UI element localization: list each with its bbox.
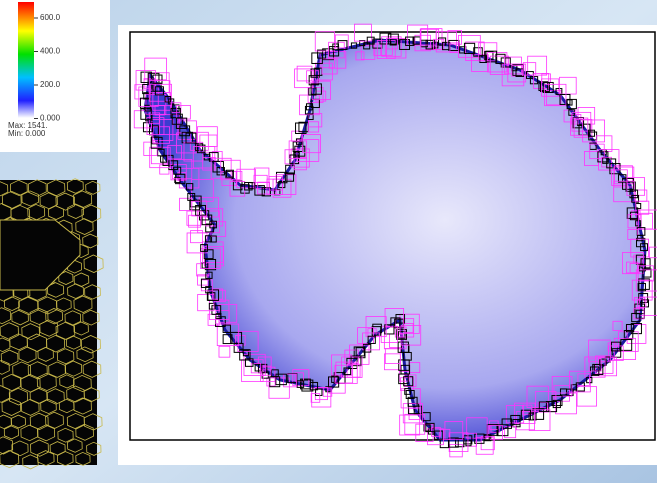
colorbar <box>18 2 34 118</box>
page: 600.0400.0200.00.000 Max: 1541. Min: 0.0… <box>0 0 657 483</box>
scene: 600.0400.0200.00.000 Max: 1541. Min: 0.0… <box>0 0 657 483</box>
min-label: Min: 0.000 <box>8 129 46 138</box>
colorbar-tick-label: 400.0 <box>40 47 61 56</box>
colorbar-tick-label: 200.0 <box>40 80 61 89</box>
colorbar-tick-label: 600.0 <box>40 13 61 22</box>
